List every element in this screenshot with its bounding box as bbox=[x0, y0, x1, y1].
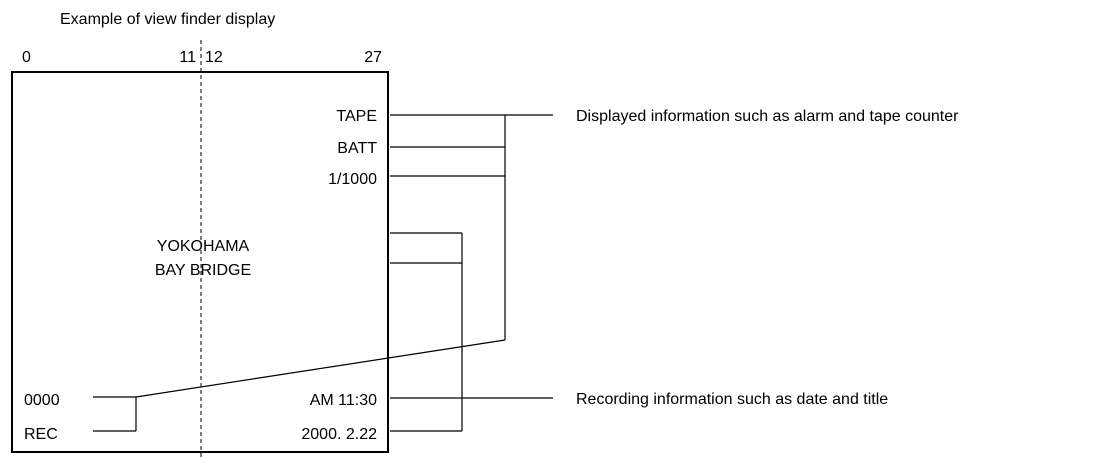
alarm-connector-lines bbox=[93, 114, 553, 432]
rec-label: REC bbox=[24, 426, 58, 443]
time-label: AM 11:30 bbox=[310, 392, 377, 409]
viewfinder-frame bbox=[11, 71, 389, 453]
counter-label: 0000 bbox=[24, 392, 60, 409]
title-line-2: BAY BRIDGE bbox=[155, 262, 251, 279]
recording-connector-lines bbox=[390, 232, 553, 432]
alarm-callout: Displayed information such as alarm and … bbox=[576, 108, 959, 125]
ruler-start: 0 bbox=[22, 49, 31, 66]
date-label: 2000. 2.22 bbox=[301, 426, 377, 443]
recording-callout: Recording information such as date and t… bbox=[576, 391, 888, 408]
title-line-1: YOKOHAMA bbox=[157, 238, 250, 255]
ruler-end: 27 bbox=[364, 49, 382, 66]
batt-label: BATT bbox=[337, 140, 377, 157]
tape-label: TAPE bbox=[336, 108, 377, 125]
ruler-right-center: 12 bbox=[205, 49, 223, 66]
diagram-title: Example of view finder display bbox=[60, 11, 275, 28]
ruler-left-center: 11 bbox=[179, 49, 196, 66]
shutter-label: 1/1000 bbox=[328, 171, 377, 188]
